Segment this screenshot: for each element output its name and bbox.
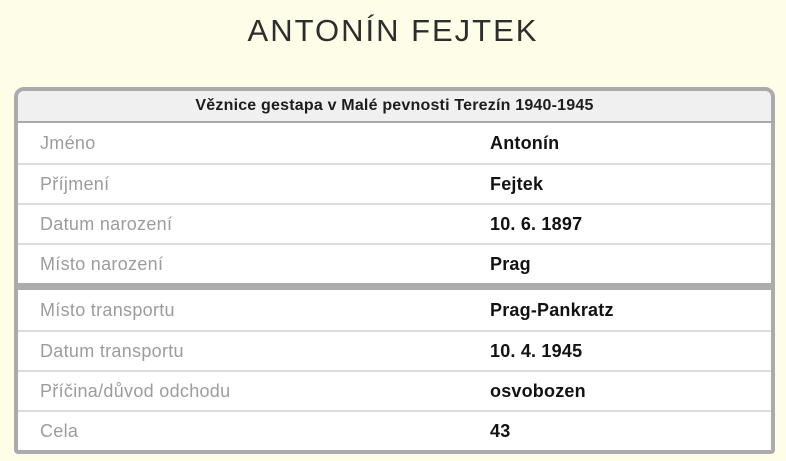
- row-value: Prag: [490, 253, 531, 274]
- row-label: Cela: [40, 420, 79, 441]
- row-value: 43: [490, 420, 511, 441]
- table-section-personal: Jméno Antonín Příjmení Fejtek Datum naro…: [18, 123, 771, 283]
- table-row: Místo narození Prag: [18, 243, 771, 283]
- table-row: Příčina/důvod odchodu osvobozen: [18, 370, 771, 410]
- row-label: Příčina/důvod odchodu: [40, 380, 231, 401]
- table-row: Místo transportu Prag-Pankratz: [18, 290, 771, 330]
- record-table: Věznice gestapa v Malé pevnosti Terezín …: [14, 87, 775, 454]
- row-label: Místo narození: [40, 253, 164, 274]
- row-value: Antonín: [490, 132, 560, 153]
- page-title: ANTONÍN FEJTEK: [247, 13, 539, 48]
- table-section-transport: Místo transportu Prag-Pankratz Datum tra…: [18, 290, 771, 450]
- table-row: Cela 43: [18, 410, 771, 450]
- row-value: 10. 4. 1945: [490, 340, 583, 361]
- table-row: Jméno Antonín: [18, 123, 771, 163]
- table-row: Datum transportu 10. 4. 1945: [18, 330, 771, 370]
- row-value: 10. 6. 1897: [490, 213, 583, 234]
- table-row: Datum narození 10. 6. 1897: [18, 203, 771, 243]
- table-header: Věznice gestapa v Malé pevnosti Terezín …: [18, 91, 771, 123]
- row-value: osvobozen: [490, 380, 586, 401]
- section-divider: [18, 283, 771, 290]
- row-label: Datum narození: [40, 213, 173, 234]
- table-row: Příjmení Fejtek: [18, 163, 771, 203]
- row-label: Datum transportu: [40, 340, 184, 361]
- row-label: Jméno: [40, 132, 96, 153]
- row-value: Fejtek: [490, 173, 544, 194]
- row-label: Místo transportu: [40, 299, 175, 320]
- row-label: Příjmení: [40, 173, 110, 194]
- row-value: Prag-Pankratz: [490, 299, 614, 320]
